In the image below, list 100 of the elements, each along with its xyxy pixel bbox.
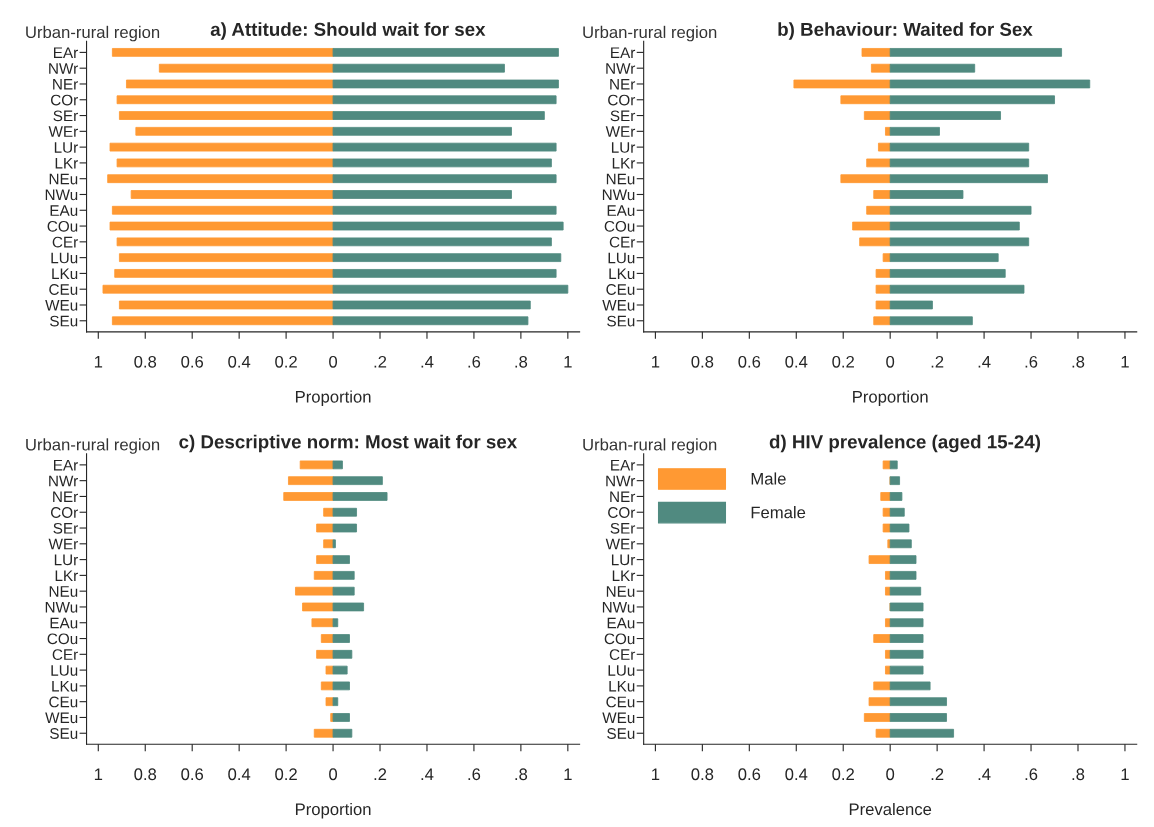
y-tick-label: NWr (49, 475, 78, 487)
y-tick-label: EAu (607, 617, 635, 629)
y-tick-label: WEr (48, 538, 78, 550)
y-tick-label: LKr (55, 157, 78, 169)
y-axis-title: Urban-rural region (583, 438, 717, 454)
x-tick-label: 0.6 (181, 768, 204, 781)
y-tick-label: CEu (49, 696, 78, 708)
y-tick-label: CEu (606, 696, 635, 708)
x-axis-title: Proportion (295, 802, 371, 819)
y-tick-label: LUr (54, 142, 78, 153)
y-tick-label: EAr (54, 47, 78, 58)
x-tick-label: 0.4 (228, 768, 251, 781)
y-tick-label: EAr (611, 47, 636, 58)
y-tick-label: EAu (50, 617, 78, 629)
y-tick-label: NWu (45, 601, 78, 613)
y-tick-label: LUu (608, 252, 635, 264)
y-tick-label: CEr (609, 236, 636, 248)
y-tick-label: LKr (612, 157, 636, 169)
x-tick-label: 0 (886, 768, 895, 781)
chart-title: b) Behaviour: Waited for Sex (778, 22, 1033, 40)
y-tick-label: LUu (51, 252, 78, 264)
x-tick-label: 1 (94, 768, 103, 780)
x-tick-label: 0.6 (738, 768, 761, 781)
y-tick-label: CEr (52, 649, 78, 660)
y-tick-label: NEu (606, 586, 635, 597)
y-tick-label: LKu (609, 680, 635, 692)
x-tick-label: 0.4 (785, 355, 808, 368)
y-tick-label: CEu (606, 284, 635, 295)
y-tick-label: LKr (612, 570, 636, 581)
y-tick-label: EAu (607, 205, 635, 216)
y-tick-label: COu (604, 633, 635, 645)
y-tick-label: LUr (54, 554, 78, 566)
x-tick-label: 1 (652, 356, 660, 368)
x-tick-label: 0.8 (134, 355, 157, 368)
x-axis-title: Prevalence (849, 802, 932, 816)
y-tick-label: WEr (605, 538, 636, 550)
x-tick-label: 0.2 (275, 355, 297, 368)
y-tick-label: CEr (52, 236, 78, 248)
y-tick-label: SEr (610, 110, 636, 122)
y-tick-label: WEu (45, 300, 78, 311)
y-tick-label: LUu (608, 665, 635, 676)
y-tick-label: LKu (52, 268, 78, 280)
x-tick-label: .6 (1025, 768, 1038, 781)
y-tick-label: COr (50, 507, 78, 518)
chart-title: a) Attitude: Should wait for sex (210, 22, 486, 40)
y-tick-label: SEu (607, 728, 635, 739)
y-axis-title: Urban-rural region (583, 25, 717, 42)
y-tick-label: NEr (53, 79, 78, 90)
x-tick-label: 0.8 (691, 355, 714, 368)
y-tick-label: NEr (610, 491, 636, 502)
x-tick-label: .4 (421, 768, 434, 780)
y-tick-label: LKu (609, 268, 635, 280)
x-tick-label: .2 (931, 768, 944, 780)
x-tick-label: 0.2 (275, 768, 297, 781)
y-tick-label: NEr (53, 491, 78, 502)
chart-title: d) HIV prevalence (aged 15-24) (769, 434, 1041, 453)
legend-label: Female (751, 506, 806, 519)
chart-title: c) Descriptive norm: Most wait for sex (179, 434, 518, 453)
y-tick-label: SEr (610, 522, 636, 534)
x-tick-label: .6 (1025, 355, 1038, 368)
y-tick-label: COu (47, 633, 78, 645)
y-tick-label: SEu (607, 315, 635, 327)
y-tick-label: WEu (602, 712, 635, 724)
x-tick-label: .8 (1072, 355, 1085, 368)
x-tick-label: 1 (652, 768, 660, 780)
x-tick-label: 0.6 (738, 355, 761, 368)
x-tick-label: .2 (374, 355, 387, 368)
x-tick-label: 1 (564, 768, 572, 780)
y-tick-label: EAr (611, 459, 636, 471)
y-axis-title: Urban-rural region (26, 438, 160, 454)
x-tick-label: 0 (329, 355, 338, 368)
y-tick-label: COr (50, 94, 78, 106)
x-tick-label: 0.4 (785, 768, 808, 781)
x-tick-label: .2 (931, 355, 944, 368)
x-tick-label: 0.2 (832, 355, 854, 368)
x-tick-label: 1 (1121, 356, 1129, 368)
y-tick-label: LUr (611, 554, 636, 566)
x-tick-label: 0 (329, 768, 338, 781)
x-tick-label: .2 (374, 768, 387, 780)
y-tick-label: LKu (52, 680, 78, 692)
x-tick-label: 0.8 (134, 768, 157, 781)
x-tick-label: .6 (468, 768, 481, 781)
y-tick-label: EAu (50, 205, 78, 216)
y-tick-label: COu (47, 220, 78, 232)
x-tick-label: .8 (515, 768, 528, 781)
x-axis-title: Proportion (295, 390, 371, 406)
y-tick-label: NEr (610, 79, 636, 90)
y-tick-label: NEu (606, 173, 635, 185)
x-tick-label: .4 (978, 356, 991, 368)
y-tick-label: SEr (53, 522, 78, 534)
y-tick-label: NWu (602, 189, 635, 201)
x-axis-title: Proportion (853, 390, 928, 406)
x-tick-label: 0.2 (832, 768, 854, 781)
y-tick-label: WEr (605, 126, 636, 137)
y-tick-label: EAr (54, 459, 78, 471)
y-tick-label: WEu (45, 712, 78, 724)
y-tick-label: COr (608, 507, 636, 518)
x-tick-label: 0.4 (228, 355, 251, 368)
x-tick-label: .4 (421, 356, 434, 368)
y-tick-label: NEu (49, 173, 78, 185)
